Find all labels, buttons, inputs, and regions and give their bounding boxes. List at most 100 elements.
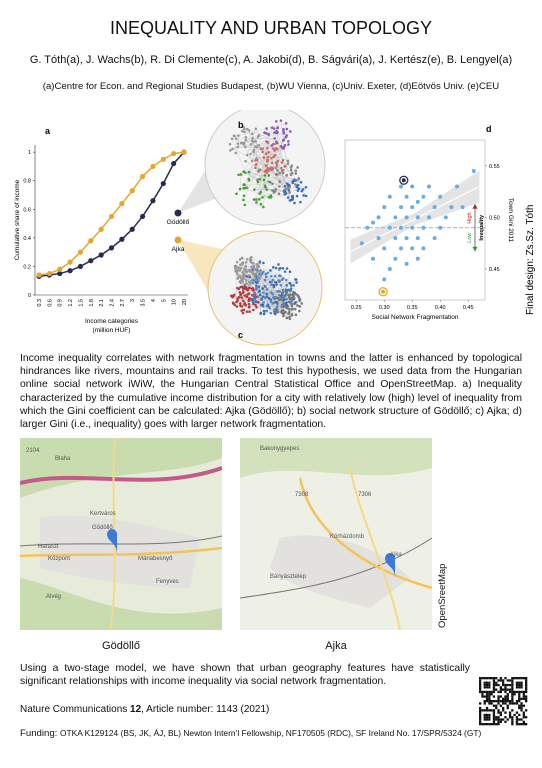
qr-module bbox=[492, 690, 496, 694]
node bbox=[280, 309, 284, 312]
node bbox=[236, 286, 239, 290]
node bbox=[247, 306, 251, 309]
node bbox=[241, 291, 245, 294]
node bbox=[258, 260, 262, 263]
qr-module bbox=[502, 718, 505, 721]
qr-module bbox=[508, 690, 512, 694]
node bbox=[260, 298, 263, 301]
qr-module bbox=[485, 681, 489, 684]
edge bbox=[253, 186, 297, 200]
node bbox=[238, 275, 242, 279]
node bbox=[291, 297, 295, 300]
map-label: Fenyves bbox=[156, 579, 179, 585]
qr-module bbox=[495, 681, 498, 684]
node bbox=[267, 150, 271, 154]
qr-module bbox=[495, 706, 498, 710]
map-label: 2104 bbox=[26, 448, 40, 454]
qr-module bbox=[525, 723, 528, 726]
qr-module bbox=[520, 718, 523, 721]
node bbox=[280, 305, 283, 309]
node bbox=[298, 309, 301, 313]
edge bbox=[271, 158, 293, 174]
qr-module bbox=[495, 683, 498, 687]
point bbox=[393, 256, 398, 261]
node bbox=[255, 300, 259, 303]
qr-module bbox=[499, 686, 502, 689]
node bbox=[279, 119, 283, 122]
qr-module bbox=[502, 700, 505, 703]
node bbox=[243, 294, 247, 297]
qr-module bbox=[485, 713, 489, 717]
affiliations: (a)Centre for Econ. and Regional Studies… bbox=[42, 81, 500, 92]
node bbox=[288, 317, 292, 321]
node bbox=[244, 186, 247, 190]
node bbox=[284, 310, 287, 314]
map-label: Blaha bbox=[55, 456, 71, 462]
node bbox=[252, 198, 256, 201]
node bbox=[296, 294, 300, 297]
node bbox=[248, 268, 251, 272]
node bbox=[247, 129, 251, 132]
qr-module bbox=[485, 723, 489, 726]
node bbox=[272, 155, 275, 159]
point bbox=[410, 205, 415, 210]
edge bbox=[266, 127, 278, 171]
node bbox=[293, 201, 296, 205]
node bbox=[245, 310, 249, 313]
node bbox=[289, 130, 292, 133]
qr-module bbox=[495, 723, 498, 726]
qr-module bbox=[483, 677, 486, 680]
node bbox=[296, 189, 300, 192]
qr-module bbox=[479, 711, 482, 714]
node bbox=[270, 144, 274, 147]
x-tick-label: 2.1 bbox=[99, 299, 105, 307]
qr-module bbox=[485, 690, 489, 694]
qr-module bbox=[525, 709, 528, 712]
node bbox=[283, 143, 287, 147]
y-tick-label: 0.8 bbox=[23, 179, 31, 185]
qr-module bbox=[488, 686, 491, 689]
x-tick-label: 0.3 bbox=[37, 299, 43, 307]
y-axis-label: Town Gini 2011 bbox=[507, 198, 514, 243]
point bbox=[393, 215, 398, 220]
node bbox=[235, 269, 238, 273]
edge bbox=[245, 128, 288, 162]
node bbox=[265, 309, 269, 313]
x-tick-label: 0.30 bbox=[379, 305, 390, 311]
qr-module bbox=[515, 720, 519, 723]
node bbox=[242, 194, 246, 198]
node bbox=[238, 290, 242, 294]
node bbox=[237, 134, 240, 137]
node bbox=[282, 298, 286, 302]
qr-module bbox=[490, 693, 493, 696]
qr-module bbox=[506, 695, 509, 698]
node bbox=[238, 187, 242, 191]
point bbox=[404, 261, 409, 266]
node bbox=[238, 258, 242, 261]
node bbox=[285, 283, 288, 287]
point bbox=[415, 256, 420, 261]
fit-line bbox=[350, 185, 480, 253]
qr-code[interactable] bbox=[478, 676, 528, 726]
qr-module bbox=[492, 723, 496, 726]
node bbox=[262, 312, 266, 316]
qr-module bbox=[504, 697, 507, 700]
node bbox=[275, 164, 279, 167]
node bbox=[285, 134, 289, 137]
qr-module bbox=[479, 686, 482, 689]
point bbox=[415, 199, 420, 204]
point bbox=[181, 149, 187, 155]
x-tick-label: 1.8 bbox=[89, 299, 95, 307]
node bbox=[288, 186, 291, 189]
node bbox=[254, 303, 257, 307]
qr-module bbox=[483, 686, 486, 689]
point bbox=[443, 215, 448, 220]
node bbox=[252, 294, 256, 297]
node bbox=[289, 173, 293, 176]
qr-module bbox=[511, 720, 514, 723]
node bbox=[285, 173, 289, 177]
node bbox=[282, 127, 285, 131]
panel-label: d bbox=[486, 124, 492, 134]
qr-module bbox=[499, 704, 502, 707]
qr-module bbox=[518, 690, 521, 694]
